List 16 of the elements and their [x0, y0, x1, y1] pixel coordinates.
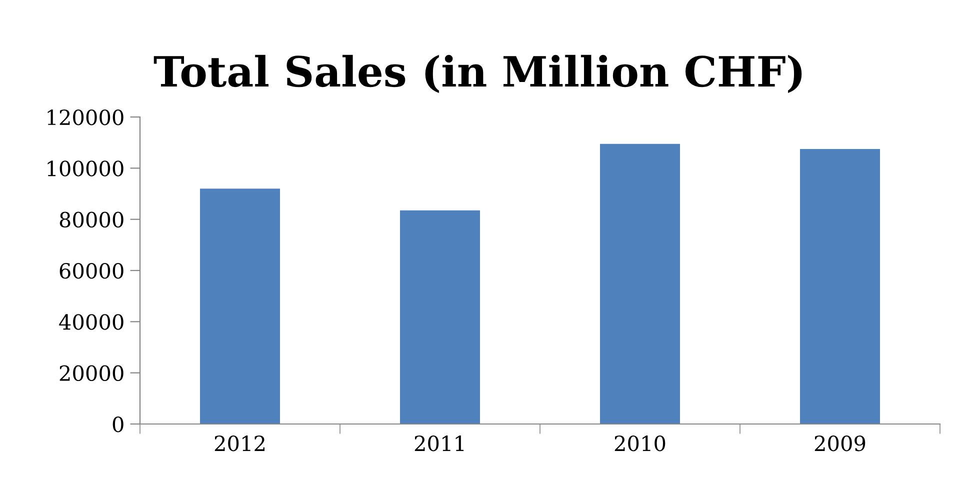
x-tick-label: 2011 [414, 435, 464, 452]
y-tick-label: 60000 [60, 262, 124, 279]
y-tick-label: 40000 [59, 314, 124, 330]
chart-title: Total Sales (in Million CHF) [154, 54, 802, 93]
x-tick-label: 2009 [814, 435, 866, 452]
bar [400, 210, 480, 424]
y-tick-label: 120000 [48, 109, 124, 126]
x-tick-label: 2010 [614, 435, 666, 452]
y-tick-label: 80000 [60, 212, 124, 228]
bar [200, 188, 280, 424]
bar [800, 148, 880, 424]
y-tick-label: 100000 [48, 160, 124, 176]
y-tick-label: 0 [112, 416, 124, 432]
y-tick-label: 20000 [60, 365, 124, 382]
bar [600, 144, 680, 424]
x-tick-label: 2012 [214, 435, 264, 452]
